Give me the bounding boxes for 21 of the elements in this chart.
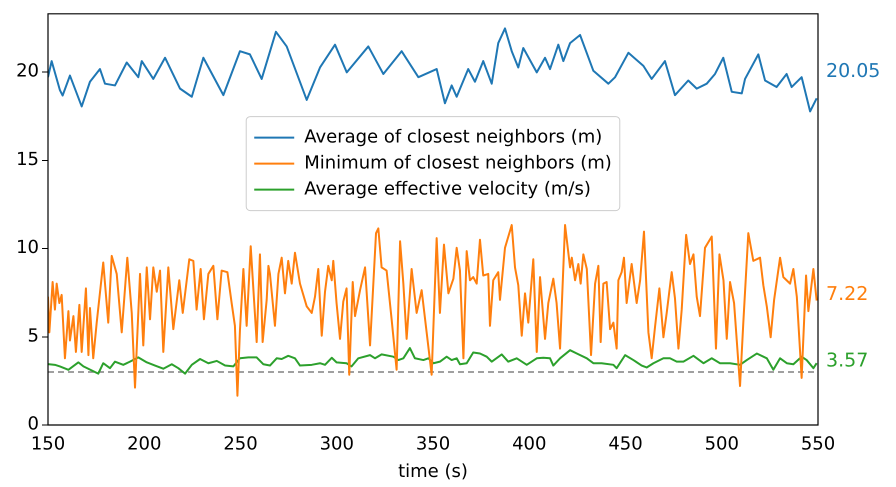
x-tick-label: 450	[608, 433, 643, 454]
y-tick-label: 20	[16, 60, 39, 82]
x-axis-title: time (s)	[398, 460, 468, 482]
x-tick-label: 500	[704, 433, 739, 454]
text: 7.22	[826, 283, 868, 306]
y-tick-label: 10	[16, 237, 39, 258]
x-tick-label: 250	[223, 433, 258, 454]
legend-label: Average effective velocity (m/s)	[304, 178, 591, 200]
x-tick-label: 350	[416, 433, 450, 454]
x-tick-label: 150	[30, 433, 66, 454]
y-tick-label: 15	[16, 148, 39, 170]
y-tick-label: 0	[28, 414, 39, 435]
y-tick-label: 5	[28, 325, 39, 346]
text: 20.05	[826, 60, 880, 82]
x-tick-label: 550	[800, 433, 836, 454]
x-tick-label: 200	[127, 433, 162, 454]
text: 3.57	[826, 349, 868, 372]
legend-label: Average of closest neighbors (m)	[304, 126, 602, 148]
legend-label: Minimum of closest neighbors (m)	[304, 152, 612, 174]
x-tick-label: 300	[320, 433, 354, 454]
x-tick-label: 400	[512, 433, 546, 454]
